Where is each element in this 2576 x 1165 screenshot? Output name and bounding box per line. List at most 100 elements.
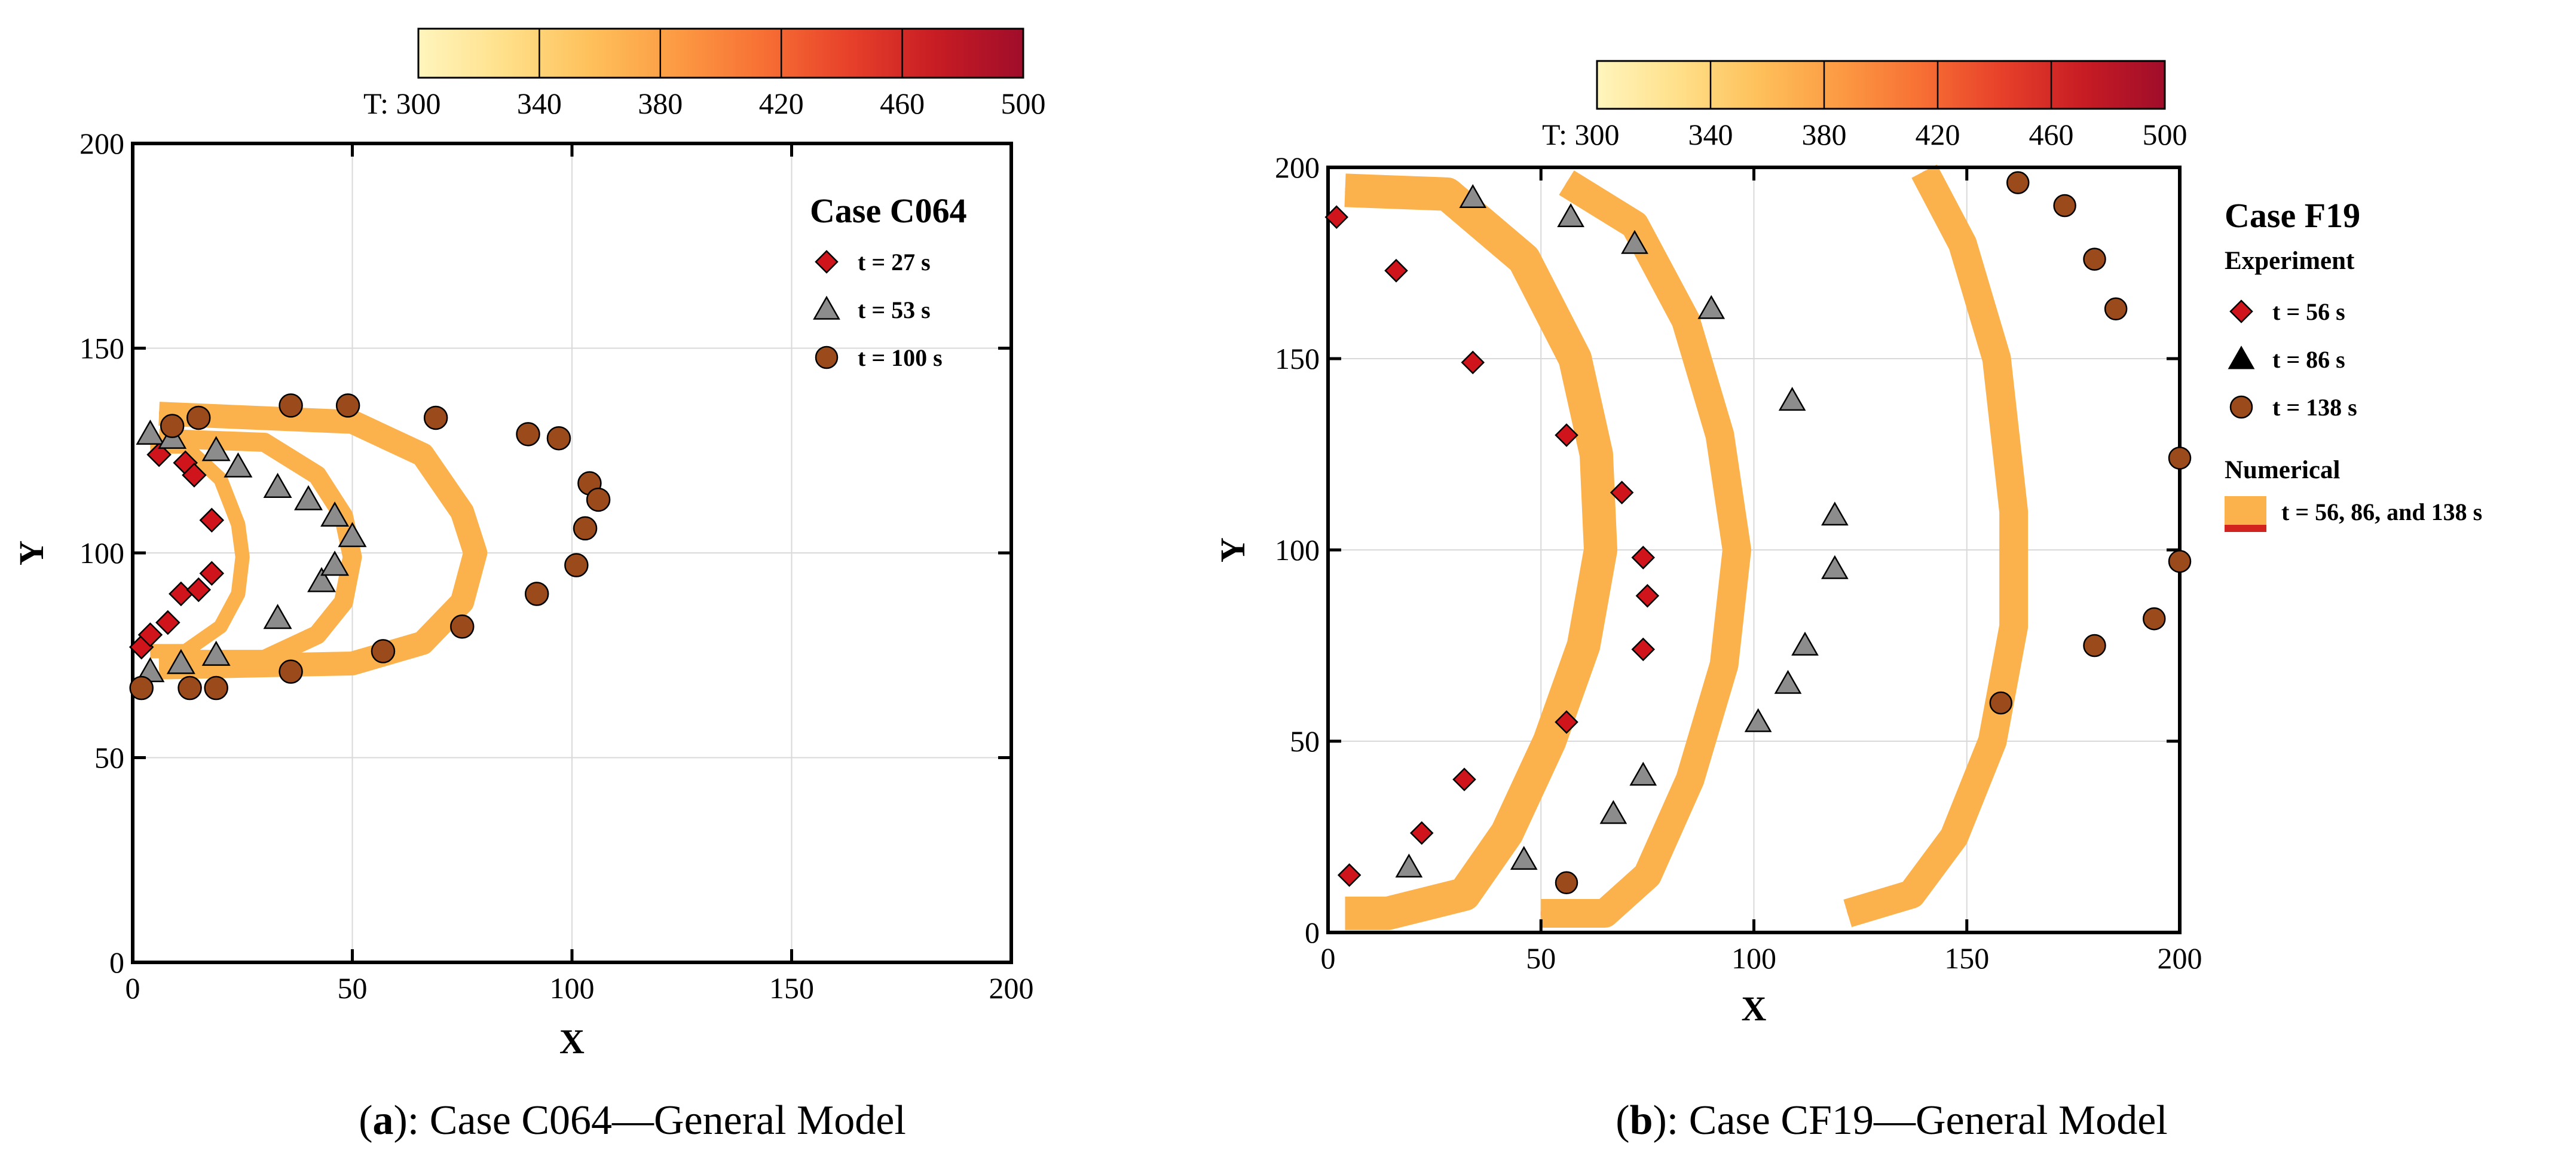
legend-title: Case F19 [2225,196,2360,235]
data-point-diamond [155,610,180,635]
data-point-triangle [201,640,231,666]
data-point-circle [524,582,549,606]
colorbar-tick-label: 300 [1575,118,1620,151]
caption-b-open: ( [1616,1097,1629,1143]
data-point-circle [546,426,571,451]
data-point-diamond [1452,768,1476,791]
colorbar-tick-label: 340 [1688,118,1733,151]
x-axis-title: X [1742,989,1767,1028]
data-point-circle [423,405,448,430]
fire-front [150,439,250,659]
data-point-diamond [1555,710,1578,734]
x-tick-label: 100 [1731,941,1776,975]
legend-title: Case C064 [810,191,967,230]
caption-a-open: ( [359,1097,372,1143]
data-point-diamond [146,442,172,467]
panel-a: 0 50 100 150 200 0 50 100 150 200 X Y 300 340 380 420 46… [12,27,1046,1061]
y-tick-label: 150 [1275,342,1320,375]
fire-front [1843,164,2029,927]
data-point-triangle [1821,502,1849,526]
data-point-triangle [263,604,292,629]
data-point-triangle [1697,295,1726,319]
x-axis-title: X [559,1022,585,1061]
data-point-diamond [1337,863,1362,887]
data-point-triangle [307,567,336,592]
data-point-circle [2168,447,2192,470]
x-tick-label: 150 [769,971,814,1005]
data-point-diamond [1409,821,1434,845]
colorbar-tick-label: 500 [2143,118,2188,151]
x-tick-label: 100 [550,971,595,1005]
fire-front [1541,170,1751,928]
caption-b: (b): Case CF19—General Model [1616,1097,2167,1143]
y-tick-label: 200 [79,127,124,160]
legend-numerical-swatch [2225,496,2266,532]
data-point-triangle [136,419,165,445]
colorbar-tick-label: 500 [1001,87,1046,120]
legend-marker-diamond [815,250,839,274]
legend-numerical-title: Numerical [2225,456,2340,484]
data-point-triangle [166,649,195,674]
legend-swatch-band [2225,496,2266,525]
data-point-circle [516,422,540,447]
fire-front-band [158,429,362,669]
data-point-triangle [1599,800,1627,824]
data-point-circle [450,614,475,639]
y-tick-label: 50 [94,741,124,775]
colorbar-label: T: [1542,118,1567,151]
caption-a: (a): Case C064—General Model [359,1097,906,1143]
x-tick-label: 150 [1944,941,1989,975]
data-point-circle [178,675,202,701]
x-tick-label: 0 [1321,941,1336,975]
data-point-triangle [293,485,323,510]
colorbar-tick-label: 420 [1916,118,1960,151]
y-tick-label: 0 [1305,916,1320,949]
colorbar [417,27,1024,79]
colorbar-tick-label: 460 [880,87,925,120]
legend-entry-label: t = 56 s [2272,298,2345,325]
fire-front [158,429,362,669]
colorbar-label: T: [363,87,388,120]
data-point-circle [2168,549,2192,573]
data-point-circle [564,553,589,577]
y-tick-label: 150 [79,332,124,365]
data-point-triangle [224,452,253,478]
y-tick-label: 100 [79,536,124,570]
fire-front-band [1541,170,1751,928]
x-tick-label: 0 [126,971,140,1005]
data-point-triangle [320,551,350,576]
data-point-circle [2083,247,2106,271]
panel-b: 0 50 100 150 200 0 50 100 150 200 X Y 300 340 380 420 46… [1213,60,2482,1028]
data-point-triangle [1774,669,1802,694]
data-point-circle [204,675,228,701]
data-point-diamond [1631,546,1656,570]
x-tick-label: 200 [989,971,1034,1005]
legend-marker-triangle [813,295,840,320]
fire-front-band [150,439,250,659]
legend-numerical-label: t = 56, 86, and 138 s [2281,499,2482,525]
legend-entry-label: t = 86 s [2272,346,2345,373]
data-point-diamond [182,463,207,488]
data-point-circle [129,675,154,701]
data-point-circle [279,659,303,684]
fire-front-band [1843,164,2029,927]
data-point-diamond [1631,637,1656,662]
fire-front-edge [1541,181,1739,916]
data-point-triangle [1459,184,1487,208]
legend-marker-circle [815,345,839,369]
data-point-circle [186,405,211,430]
colorbar-tick-label: 460 [2029,118,2074,151]
data-point-triangle [320,501,350,527]
data-point-diamond [1610,481,1634,504]
data-point-diamond [186,577,212,603]
y-tick-label: 50 [1290,724,1320,758]
y-tick-label: 100 [1275,533,1320,567]
data-point-circle [586,487,611,512]
data-point-circle [2053,194,2076,218]
data-point-circle [573,516,598,541]
data-point-diamond [1384,259,1408,283]
data-point-triangle [1744,708,1772,732]
colorbar-tick-label: 380 [1802,118,1847,151]
data-point-triangle [1621,230,1648,254]
